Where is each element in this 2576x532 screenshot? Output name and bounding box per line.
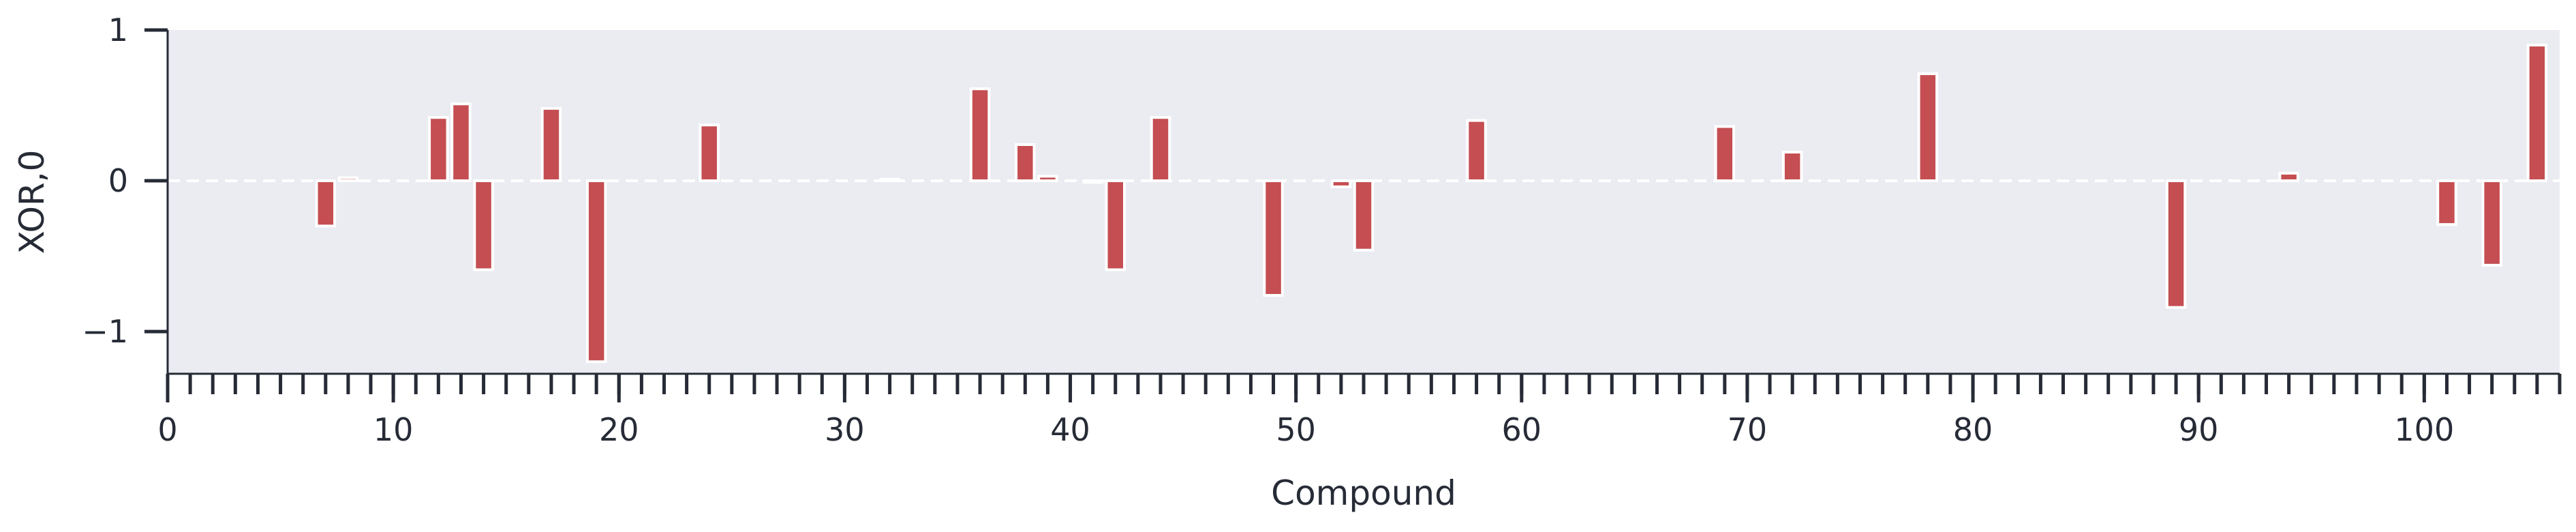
y-tick-label: 1 [108,12,128,48]
x-tick-label: 30 [825,411,865,448]
bar-compound-13 [450,102,472,183]
y-axis: −1 0 1 [82,12,168,350]
bar-compound-17 [540,106,562,183]
bar-compound-38 [1015,143,1036,183]
x-tick-label: 100 [2394,411,2454,448]
bar-compound-69 [1714,125,1736,183]
x-tick-label: 0 [157,411,177,448]
bar-compound-12 [428,116,449,183]
y-axis-label: XOR,0 [12,150,52,254]
bar-compound-58 [1466,119,1487,183]
y-tick-label: 0 [108,162,128,199]
x-tick-label: 90 [2179,411,2219,448]
x-axis-label: Compound [1271,473,1456,513]
bar-compound-19 [585,179,607,364]
bar-compound-42 [1105,179,1126,271]
x-tick-label: 10 [373,411,414,448]
bar-compound-49 [1263,179,1284,297]
bar-compound-105 [2526,44,2548,183]
bar-compound-14 [473,179,494,271]
x-tick-label: 60 [1502,411,1542,448]
bar-compound-89 [2165,179,2187,309]
bar-compound-101 [2436,179,2457,226]
bar-compound-36 [969,87,991,183]
x-axis: 0 10 20 30 40 50 60 70 80 90 100 [157,374,2562,448]
bar-compound-72 [1781,151,1803,183]
bars-group [315,44,2548,364]
bar-compound-24 [699,123,720,183]
bar-compound-53 [1353,179,1375,252]
x-tick-label: 80 [1953,411,1993,448]
x-tick-label: 20 [599,411,639,448]
bar-compound-7 [315,179,337,228]
y-tick-label: −1 [82,313,128,350]
bar-compound-103 [2481,179,2502,267]
bar-compound-44 [1150,116,1171,183]
x-tick-label: 50 [1276,411,1316,448]
x-tick-label: 70 [1728,411,1768,448]
x-tick-label: 40 [1050,411,1090,448]
bar-compound-78 [1917,72,1939,183]
